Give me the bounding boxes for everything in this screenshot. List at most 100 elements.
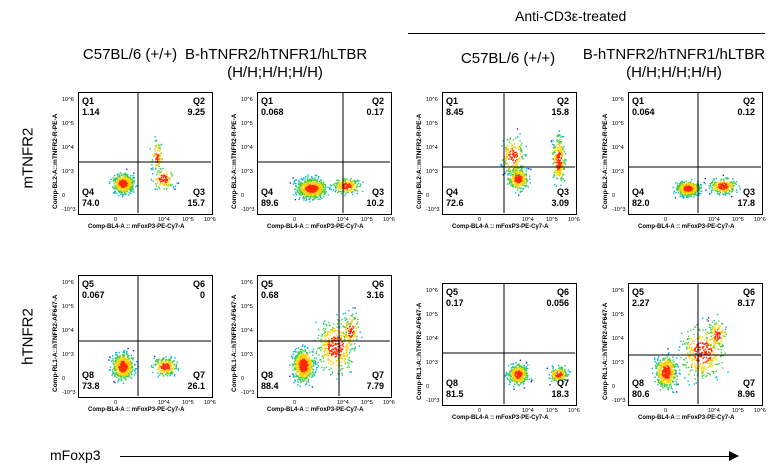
event-dot [512,164,514,167]
event-dot [324,348,326,351]
event-dot [523,184,526,187]
event-dot [294,362,296,364]
quadrant-tr: Q6 0 [193,279,205,301]
event-dot [556,139,558,141]
event-dot [113,363,115,365]
event-dot [172,185,175,188]
quadrant-tl: Q1 0.068 [261,96,284,118]
x-axis-label: Comp-BL4-A :: mFoxP3-PE-Cy7-A [267,224,364,230]
event-dot [125,190,127,192]
event-dot [349,179,351,182]
event-dot [713,182,716,184]
event-dot [695,185,697,187]
event-dot [512,150,515,152]
event-dot [120,184,122,186]
event-dot [303,376,305,379]
event-dot [330,329,332,331]
event-dot [732,178,734,180]
event-dot [518,194,520,196]
event-dot [310,184,312,186]
event-dot [516,176,518,178]
event-dot [685,183,688,185]
event-dot [125,361,127,363]
event-dot [308,363,310,365]
event-dot [115,187,118,189]
event-dot [163,366,165,368]
event-dot [560,164,562,166]
event-dot [557,146,559,149]
event-dot [352,348,354,350]
event-dot [712,180,714,182]
event-dot [132,185,134,187]
event-dot [115,354,118,356]
event-dot [133,180,135,182]
event-dot [340,344,342,347]
event-dot [332,363,334,365]
event-dot [313,190,315,192]
event-dot [686,188,688,190]
event-dot [690,184,693,186]
event-dot [125,372,127,374]
event-dot [683,192,685,195]
event-dot [315,193,317,195]
event-dot [112,186,114,188]
event-dot [127,185,130,187]
event-dot [165,170,167,173]
event-dot [341,368,343,370]
event-dot [127,375,130,378]
event-dot [508,179,510,181]
event-dot [330,363,332,366]
event-dot [522,174,524,176]
event-dot [693,189,695,191]
x-tick-label: 10^5 [732,217,744,223]
event-dot [726,190,728,192]
event-dot [553,174,555,176]
event-dot [348,366,350,369]
event-dot [306,375,308,377]
event-dot [161,361,163,363]
event-dot [160,143,163,146]
event-dot [550,140,552,142]
event-dot [318,195,321,197]
event-dot [687,183,689,185]
event-dot [301,189,304,192]
event-dot [165,373,167,376]
event-dot [115,364,118,366]
event-dot [291,355,293,357]
event-dot [130,180,132,182]
event-dot [301,349,303,351]
event-dot [698,187,700,189]
event-dot [130,189,132,191]
event-dot [158,368,160,370]
event-dot [128,357,130,359]
event-dot [715,186,718,188]
event-dot [114,188,116,190]
event-dot [300,350,302,353]
event-dot [292,364,294,366]
event-dot [321,186,323,188]
event-dot [125,373,127,375]
event-dot [335,184,337,187]
event-dot [308,378,310,381]
event-dot [337,185,339,188]
event-dot [121,362,123,364]
event-dot [294,368,296,371]
event-dot [122,354,124,356]
event-dot [722,190,725,192]
event-dot [516,179,519,182]
event-dot [332,344,335,346]
column-title-3: C57BL/6 (+/+) [443,50,573,68]
event-dot [300,362,303,364]
event-dot [171,173,173,176]
event-dot [120,373,122,375]
event-dot [684,191,686,193]
event-dot [729,186,731,188]
event-dot [560,179,563,181]
event-dot [312,184,314,187]
event-dot [307,362,309,364]
event-dot [298,180,300,182]
event-dot [680,192,682,195]
event-dot [334,350,336,352]
event-dot [561,176,563,178]
event-dot [304,349,306,351]
